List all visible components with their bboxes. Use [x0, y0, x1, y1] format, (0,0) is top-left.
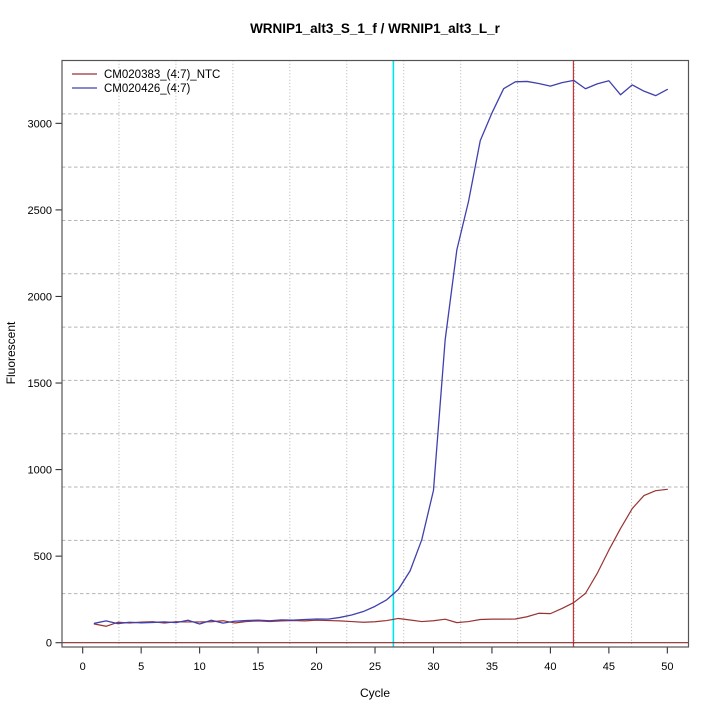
- y-axis-tick-label: 3000: [28, 118, 52, 130]
- x-axis-tick-label: 35: [486, 661, 498, 673]
- chart-title: WRNIP1_alt3_S_1_f / WRNIP1_alt3_L_r: [250, 21, 501, 36]
- axis-layer: 0 5 10 15 20 25 30 35 40 45 5005001000150020002500…: [28, 118, 674, 673]
- legend: CM020383_(4:7)_NTC CM020426_(4:7): [72, 69, 220, 95]
- grid-layer: [62, 60, 689, 647]
- legend-item-sample: CM020426_(4:7): [72, 83, 190, 95]
- y-axis-tick-label: 1000: [28, 465, 52, 477]
- x-axis-tick-label: 50: [661, 661, 673, 673]
- x-axis-title: Cycle: [360, 686, 390, 700]
- x-axis-tick-label: 0: [80, 661, 86, 673]
- legend-label-sample: CM020426_(4:7): [104, 83, 190, 95]
- legend-label-ntc: CM020383_(4:7)_NTC: [104, 69, 220, 81]
- series-curve-CM020383_(4:7)_NTC: [93, 488, 668, 627]
- y-axis-title: Fluorescent: [4, 321, 18, 384]
- y-axis-tick-label: 2000: [28, 291, 52, 303]
- x-axis-tick-label: 30: [427, 661, 439, 673]
- series-curve-CM020426_(4:7): [93, 79, 668, 625]
- series-layer: [93, 79, 668, 627]
- y-axis-tick-label: 1500: [28, 378, 52, 390]
- y-axis-tick-label: 2500: [28, 205, 52, 217]
- x-axis-tick-label: 45: [603, 661, 615, 673]
- reference-line-layer: [62, 60, 689, 647]
- plot-frame: [61, 59, 690, 648]
- y-axis-tick-label: 0: [46, 638, 52, 650]
- x-axis-tick-label: 5: [138, 661, 144, 673]
- x-axis-tick-label: 10: [193, 661, 205, 673]
- x-axis-tick-label: 20: [310, 661, 322, 673]
- x-axis-tick-label: 40: [544, 661, 556, 673]
- x-axis-tick-label: 15: [252, 661, 264, 673]
- legend-item-ntc: CM020383_(4:7)_NTC: [72, 69, 220, 81]
- x-axis-tick-label: 25: [369, 661, 381, 673]
- y-axis-tick-label: 500: [34, 551, 52, 563]
